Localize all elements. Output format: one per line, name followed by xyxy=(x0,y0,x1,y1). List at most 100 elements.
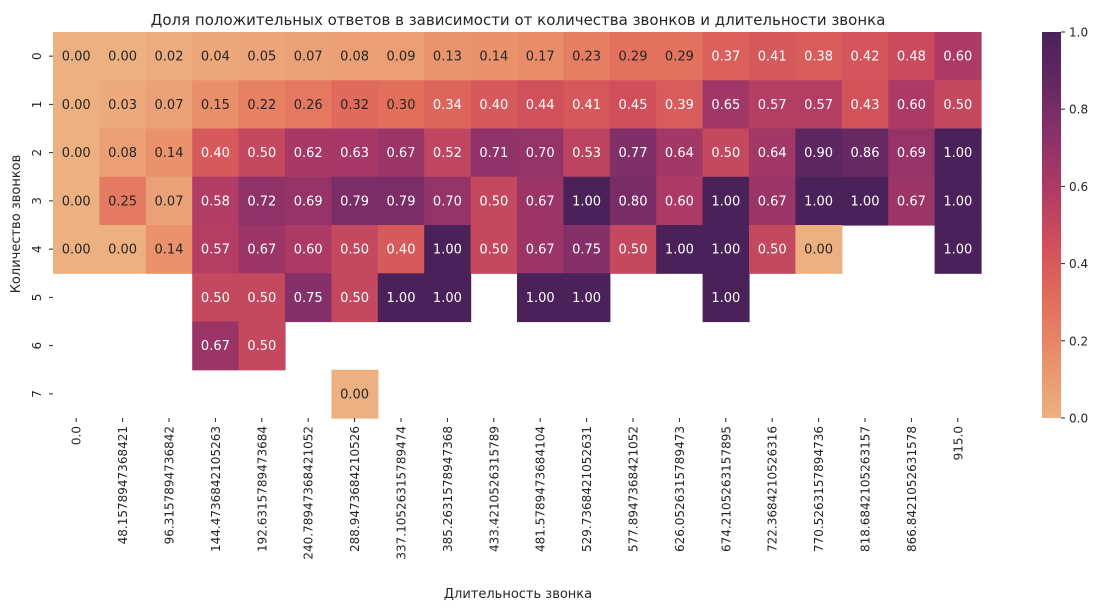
cell-value-label: 0.67 xyxy=(897,194,926,209)
heatmap-cell xyxy=(331,80,379,130)
colorbar-tick-label: 1.0 xyxy=(1069,26,1088,40)
y-tick-label: 4 xyxy=(30,245,44,253)
cell-value-label: 0.13 xyxy=(433,50,462,65)
x-tick-label: 144.4736842105263 xyxy=(209,426,223,552)
cell-value-label: 0.00 xyxy=(62,50,91,65)
heatmap-cell xyxy=(377,128,425,178)
cell-value-label: 0.50 xyxy=(711,146,740,161)
x-tick-label: 48.1578947368421 xyxy=(116,426,130,544)
cell-value-label: 1.00 xyxy=(851,194,880,209)
cell-value-label: 0.07 xyxy=(155,98,184,113)
cell-value-label: 0.39 xyxy=(665,98,694,113)
heatmap-cell xyxy=(331,128,379,178)
heatmap-cell xyxy=(145,80,193,130)
cell-value-label: 0.30 xyxy=(387,98,416,113)
heatmap-cell xyxy=(53,80,100,130)
colorbar-tick-label: 0.2 xyxy=(1069,334,1088,348)
colorbar-tick-label: 0.0 xyxy=(1069,412,1088,426)
y-tick-label: 3 xyxy=(30,197,44,205)
cell-value-label: 0.50 xyxy=(479,194,508,209)
heatmap-cell xyxy=(841,32,889,81)
heatmap-cell xyxy=(424,80,472,130)
heatmap-cell xyxy=(285,32,332,81)
cell-value-label: 0.50 xyxy=(943,98,972,113)
cell-value-label: 0.00 xyxy=(62,194,91,209)
x-tick-label: 674.2105263157895 xyxy=(719,426,733,552)
x-tick-label: 722.3684210526316 xyxy=(766,426,780,552)
cell-value-label: 0.14 xyxy=(155,243,184,258)
cell-value-label: 0.40 xyxy=(479,98,508,113)
cell-value-label: 0.08 xyxy=(108,146,137,161)
x-tick-label: 577.8947368421052 xyxy=(627,426,641,552)
cell-value-label: 0.86 xyxy=(851,146,880,161)
cell-value-label: 0.29 xyxy=(665,50,694,65)
heatmap-cell xyxy=(888,32,936,81)
cell-value-label: 0.00 xyxy=(108,50,137,65)
cell-value-label: 0.00 xyxy=(62,146,91,161)
x-tick-label: 385.2631578947368 xyxy=(441,426,455,552)
heatmap-cell xyxy=(749,80,796,130)
cell-value-label: 0.75 xyxy=(572,243,601,258)
y-axis-ticks: 0 1 2 3 4 5 6 7 xyxy=(30,52,53,398)
cell-value-label: 0.40 xyxy=(387,243,416,258)
heatmap-cell xyxy=(656,32,704,81)
cell-value-label: 0.38 xyxy=(804,50,833,65)
y-tick-label: 1 xyxy=(30,101,44,109)
heatmap-cell xyxy=(470,128,518,178)
heatmap-cell xyxy=(99,128,147,178)
y-tick-label: 5 xyxy=(30,294,44,302)
cell-value-label: 0.07 xyxy=(155,194,184,209)
heatmap-cell xyxy=(424,32,472,81)
cell-value-label: 0.00 xyxy=(804,243,833,258)
heatmap-cell xyxy=(145,225,193,274)
heatmap-cell xyxy=(238,128,286,178)
heatmap-cell xyxy=(609,176,657,226)
heatmap-cell xyxy=(517,225,564,274)
cell-value-label: 0.08 xyxy=(340,50,369,65)
cell-value-label: 0.50 xyxy=(247,291,276,306)
heatmap-cell xyxy=(285,80,332,130)
heatmap-cell xyxy=(238,225,286,274)
cell-value-label: 0.29 xyxy=(619,50,648,65)
cell-value-label: 0.60 xyxy=(897,98,926,113)
cell-value-label: 0.41 xyxy=(572,98,601,113)
cell-value-label: 0.57 xyxy=(758,98,787,113)
heatmap-cell xyxy=(145,176,193,226)
y-tick-label: 0 xyxy=(30,52,44,60)
heatmap-cell xyxy=(609,80,657,130)
heatmap-cell xyxy=(841,80,889,130)
heatmap-cell xyxy=(934,225,982,274)
heatmap-cell xyxy=(888,176,936,226)
heatmap-cell xyxy=(841,176,889,226)
cell-value-label: 0.50 xyxy=(340,291,369,306)
heatmap-cell xyxy=(377,225,425,274)
x-tick-label: 96.3157894736842 xyxy=(163,426,177,544)
heatmap-cell xyxy=(702,80,750,130)
heatmap-cell xyxy=(99,32,147,81)
heatmap-cell xyxy=(285,273,332,323)
cell-value-label: 0.79 xyxy=(387,194,416,209)
cell-value-label: 0.00 xyxy=(62,243,91,258)
cell-value-label: 0.52 xyxy=(433,146,462,161)
cell-value-label: 0.71 xyxy=(479,146,508,161)
cell-value-label: 0.67 xyxy=(526,194,555,209)
y-axis-label: Количество звонков xyxy=(9,155,24,294)
heatmap-cell xyxy=(934,80,982,130)
heatmap-cell xyxy=(888,128,936,178)
cell-value-label: 0.63 xyxy=(340,146,369,161)
y-tick-label: 2 xyxy=(30,149,44,157)
x-tick-label: 0.0 xyxy=(70,426,84,445)
heatmap-cell xyxy=(331,32,379,81)
cell-value-label: 0.69 xyxy=(294,194,323,209)
cell-value-label: 0.80 xyxy=(619,194,648,209)
cell-value-label: 0.60 xyxy=(943,50,972,65)
heatmap-cell xyxy=(145,128,193,178)
heatmap-cell xyxy=(238,176,286,226)
x-tick-label: 915.0 xyxy=(951,426,965,460)
heatmap-cell xyxy=(609,128,657,178)
cell-value-label: 0.50 xyxy=(247,339,276,354)
heatmap-cell xyxy=(749,32,796,81)
cell-value-label: 0.04 xyxy=(201,50,230,65)
heatmap-cell xyxy=(53,225,100,274)
